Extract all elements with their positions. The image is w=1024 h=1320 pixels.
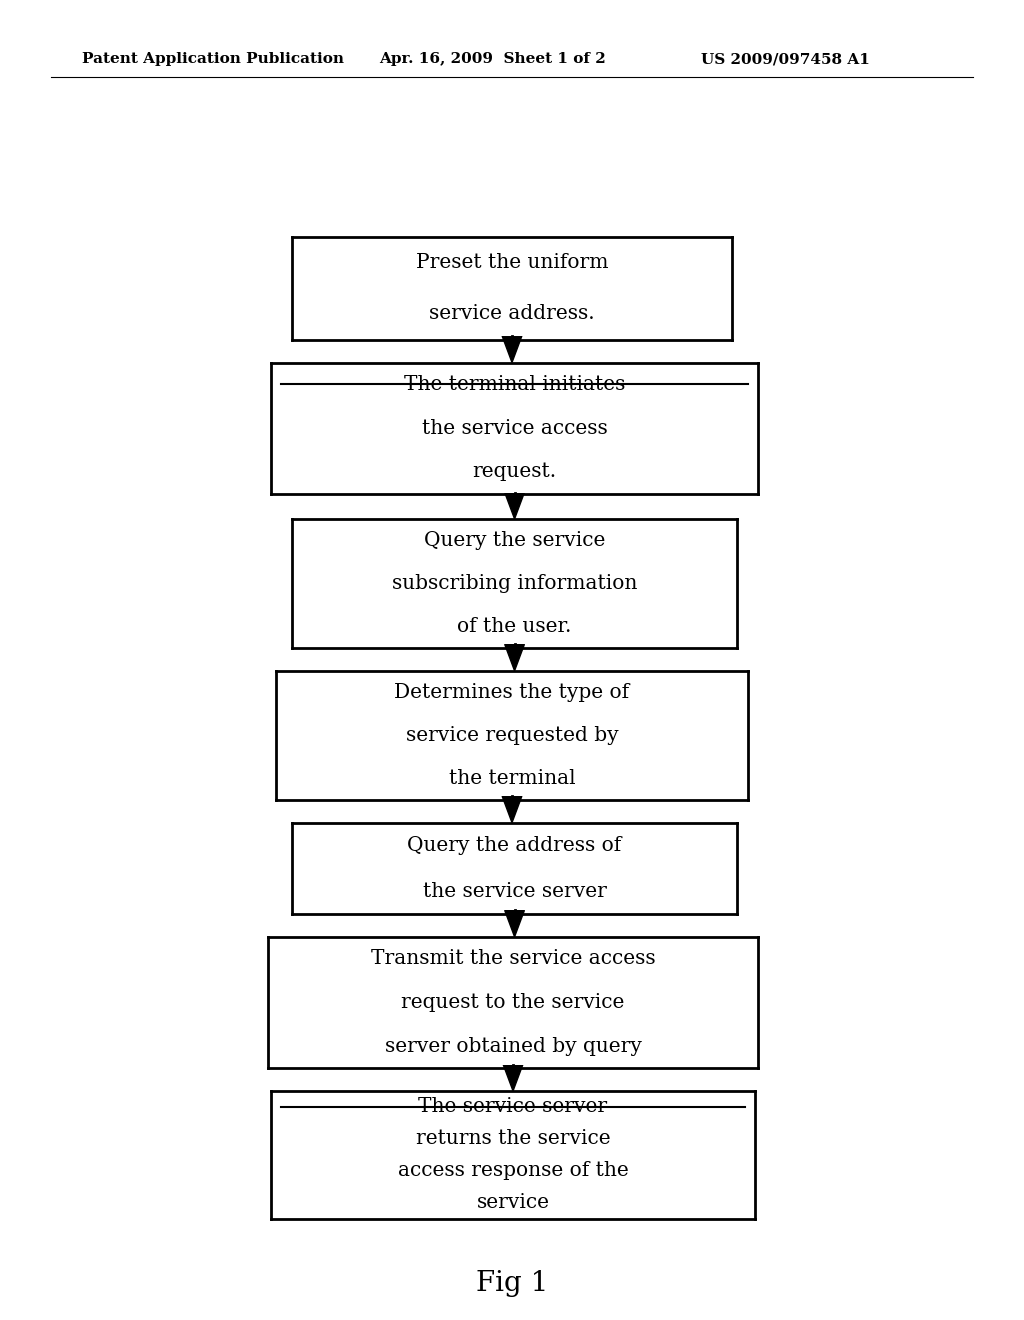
Text: The terminal initiates: The terminal initiates bbox=[403, 375, 626, 393]
Text: the service access: the service access bbox=[422, 418, 607, 438]
Text: Fig 1: Fig 1 bbox=[476, 1270, 548, 1296]
Text: Preset the uniform: Preset the uniform bbox=[416, 253, 608, 272]
Text: request.: request. bbox=[472, 462, 557, 482]
Text: US 2009/097458 A1: US 2009/097458 A1 bbox=[701, 53, 870, 66]
Polygon shape bbox=[502, 337, 522, 363]
Text: Query the address of: Query the address of bbox=[408, 836, 622, 855]
Text: the service server: the service server bbox=[423, 882, 606, 900]
Text: Determines the type of: Determines the type of bbox=[394, 682, 630, 702]
Polygon shape bbox=[502, 796, 522, 822]
Text: Transmit the service access: Transmit the service access bbox=[371, 949, 655, 968]
Text: of the user.: of the user. bbox=[458, 616, 571, 636]
Polygon shape bbox=[505, 644, 524, 671]
Text: the terminal: the terminal bbox=[449, 768, 575, 788]
Text: Patent Application Publication: Patent Application Publication bbox=[82, 53, 344, 66]
Text: service requested by: service requested by bbox=[406, 726, 618, 744]
Text: Query the service: Query the service bbox=[424, 531, 605, 550]
Polygon shape bbox=[505, 911, 524, 937]
Text: returns the service: returns the service bbox=[416, 1130, 610, 1148]
Text: request to the service: request to the service bbox=[401, 993, 625, 1012]
Text: The service server: The service server bbox=[419, 1097, 607, 1117]
Text: service address.: service address. bbox=[429, 305, 595, 323]
Polygon shape bbox=[503, 1064, 523, 1090]
Text: service: service bbox=[476, 1193, 550, 1212]
Polygon shape bbox=[505, 492, 524, 519]
Text: Apr. 16, 2009  Sheet 1 of 2: Apr. 16, 2009 Sheet 1 of 2 bbox=[379, 53, 605, 66]
Text: server obtained by query: server obtained by query bbox=[385, 1036, 641, 1056]
Text: subscribing information: subscribing information bbox=[392, 574, 637, 593]
Text: access response of the: access response of the bbox=[397, 1162, 629, 1180]
